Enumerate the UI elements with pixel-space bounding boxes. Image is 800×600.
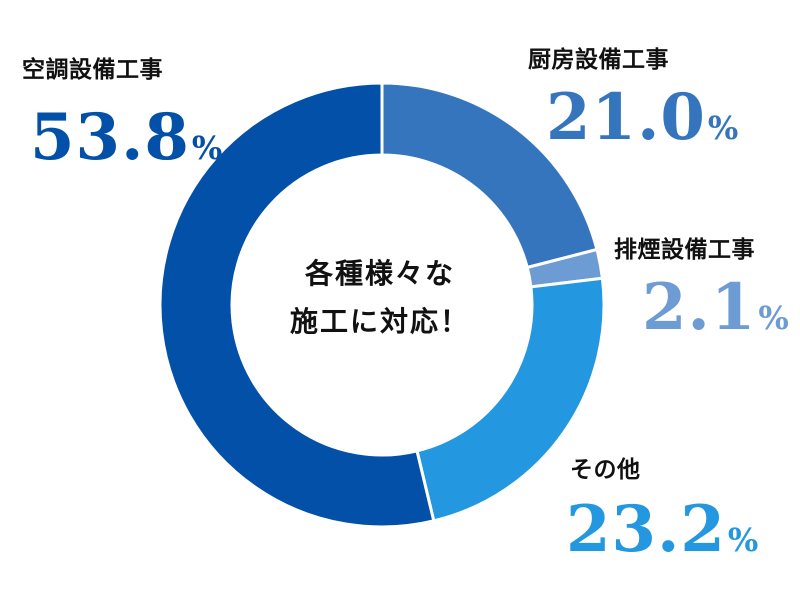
donut-slice-aircon [158, 81, 436, 529]
value-label-kitchen: 21.0% [546, 86, 738, 150]
center-text-line1: 各種様々な [304, 257, 455, 290]
slice-label-aircon: 空調設備工事 53.8% [22, 50, 222, 170]
value-number-kitchen: 21.0 [546, 80, 706, 155]
center-text-line2: 施工に対応！ [289, 305, 470, 338]
center-text: 各種様々な 施工に対応！ [250, 250, 510, 346]
category-label-aircon: 空調設備工事 [22, 57, 163, 83]
value-unit-kitchen: % [707, 109, 739, 147]
donut-slices [158, 81, 606, 529]
value-unit-aircon: % [191, 129, 223, 167]
value-number-aircon: 53.8 [30, 100, 190, 175]
value-unit-other: % [727, 521, 759, 559]
value-label-other: 23.2% [566, 498, 758, 562]
category-label-smoke: 排煙設備工事 [614, 237, 755, 263]
value-unit-smoke: % [758, 299, 789, 337]
value-label-aircon: 53.8% [30, 106, 222, 170]
value-number-other: 23.2 [566, 492, 726, 567]
slice-label-smoke: 排煙設備工事 2.1% [614, 230, 789, 340]
value-label-smoke: 2.1% [642, 276, 789, 340]
slice-label-kitchen: 厨房設備工事 21.0% [528, 40, 738, 150]
category-label-kitchen: 厨房設備工事 [528, 47, 669, 73]
value-number-smoke: 2.1 [642, 270, 757, 345]
category-label-other: その他 [570, 457, 641, 483]
slice-label-other: その他 23.2% [566, 450, 758, 562]
donut-slice-other [415, 276, 606, 523]
